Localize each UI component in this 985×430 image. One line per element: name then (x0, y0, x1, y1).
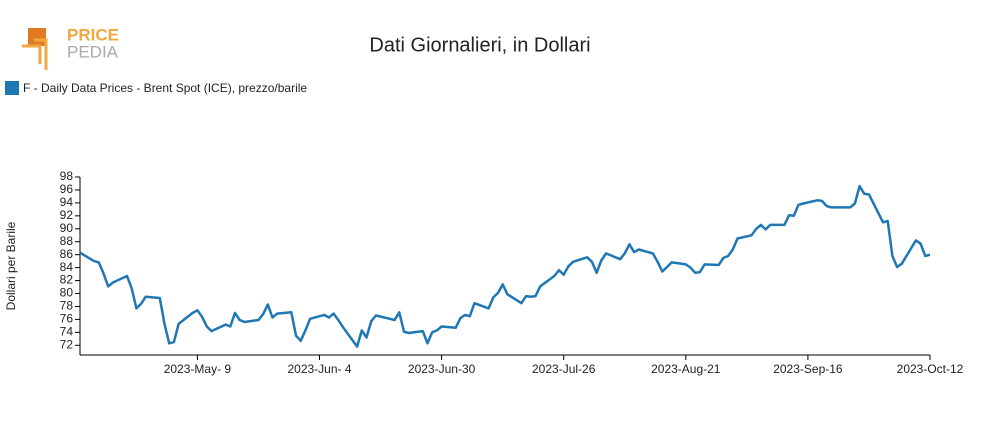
y-tick-label: 94 (60, 195, 74, 209)
x-tick-label: 2023-May- 9 (164, 362, 232, 376)
x-tick-label: 2023-Jul-26 (532, 362, 596, 376)
logo-square (28, 28, 46, 46)
x-tick-label: 2023-Aug-21 (651, 362, 721, 376)
y-tick-label: 76 (60, 312, 74, 326)
y-tick-label: 98 (60, 169, 74, 183)
logo: PRICE PEDIA (22, 25, 119, 70)
y-tick-label: 80 (60, 286, 74, 300)
chart-title: Dati Giornalieri, in Dollari (369, 34, 590, 56)
y-tick-label: 82 (60, 273, 74, 287)
y-axis-title: Dollari per Barile (4, 221, 18, 310)
x-tick-label: 2023-Oct-12 (897, 362, 964, 376)
y-tick-label: 96 (60, 182, 74, 196)
legend-swatch (5, 81, 19, 95)
x-tick-label: 2023-Sep-16 (773, 362, 843, 376)
logo-top: PRICE (67, 25, 119, 44)
y-tick-label: 72 (60, 337, 74, 351)
logo-lines (22, 38, 48, 70)
x-tick-label: 2023-Jun- 4 (287, 362, 351, 376)
logo-bottom: PEDIA (67, 42, 119, 61)
x-tick-label: 2023-Jun-30 (408, 362, 476, 376)
y-tick-label: 88 (60, 234, 74, 248)
y-tick-label: 78 (60, 299, 74, 313)
y-tick-label: 90 (60, 221, 74, 235)
y-tick-label: 86 (60, 247, 74, 261)
line (79, 184, 931, 348)
y-tick-label: 84 (60, 260, 74, 274)
y-tick-label: 92 (60, 208, 74, 222)
legend-label: F - Daily Data Prices - Brent Spot (ICE)… (23, 81, 307, 95)
y-tick-label: 74 (60, 325, 74, 339)
